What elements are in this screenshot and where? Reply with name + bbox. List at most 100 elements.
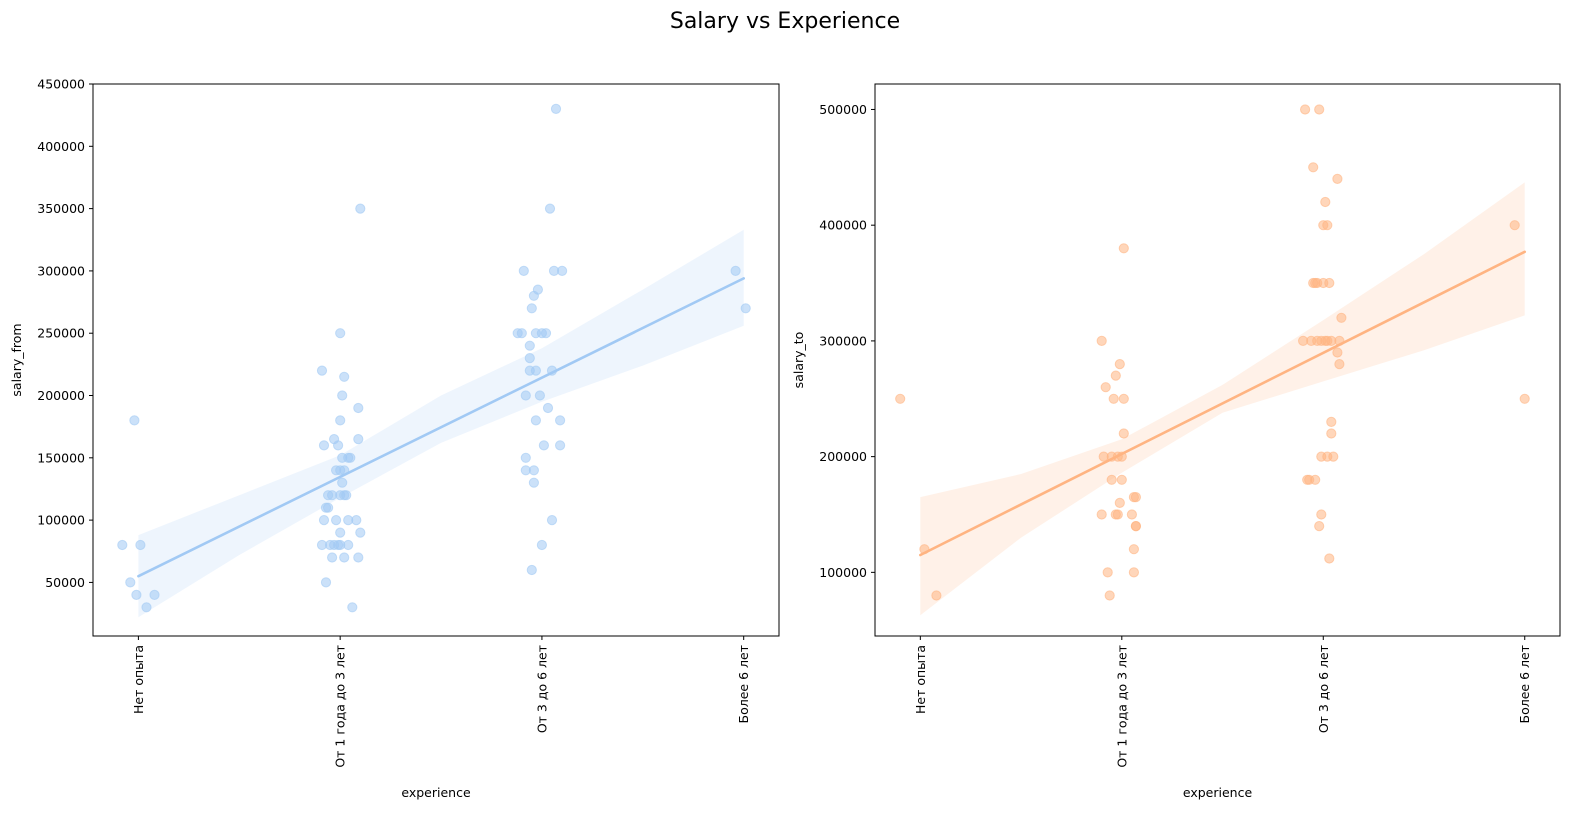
- y-tick-label: 100000: [819, 565, 867, 580]
- data-point: [117, 539, 128, 551]
- data-point: [1112, 509, 1123, 520]
- data-point: [149, 589, 160, 601]
- data-point: [520, 390, 531, 401]
- x-tick-label: От 3 до 6 лет: [534, 645, 549, 733]
- data-point: [337, 477, 348, 488]
- data-point: [526, 564, 537, 576]
- data-point: [1314, 521, 1325, 532]
- data-point: [335, 527, 346, 538]
- data-point: [524, 353, 535, 364]
- y-tick-label: 400000: [37, 139, 85, 154]
- data-point: [318, 440, 330, 451]
- data-point: [1114, 497, 1125, 508]
- data-point: [1096, 509, 1107, 520]
- data-point: [536, 539, 548, 551]
- data-point: [555, 415, 566, 426]
- y-tick-label: 200000: [37, 388, 85, 403]
- data-point: [316, 365, 328, 376]
- data-point: [538, 440, 550, 451]
- data-point: [534, 390, 546, 401]
- subplot-salary-from: 50000 100000 150000 200000 250000 300000 35000…: [9, 77, 780, 800]
- y-tick-label: 100000: [37, 513, 85, 528]
- data-point: [895, 393, 906, 404]
- axes-frame: [92, 83, 780, 637]
- data-point: [1100, 382, 1111, 393]
- y-tick-label: 250000: [37, 326, 85, 341]
- data-point: [335, 415, 346, 426]
- data-point: [555, 440, 566, 451]
- y-tick-label: 300000: [819, 333, 867, 348]
- subplot-salary-to: 100000 200000 300000 400000 500000 Нет опыта О…: [791, 83, 1561, 800]
- x-tick-label: От 1 года до 3 лет: [333, 645, 348, 768]
- data-point: [1326, 416, 1337, 427]
- data-point: [540, 328, 552, 339]
- data-point: [323, 502, 334, 513]
- data-point: [141, 602, 152, 613]
- data-point: [544, 203, 556, 214]
- data-point: [1326, 428, 1337, 439]
- data-point: [520, 452, 531, 463]
- regression-line: [137, 277, 745, 578]
- y-tick-label: 450000: [37, 77, 85, 92]
- figure-title: Salary vs Experience: [670, 9, 900, 34]
- x-tick-label: Более 6 лет: [1517, 645, 1532, 723]
- data-point: [339, 371, 350, 382]
- data-point: [1509, 220, 1520, 231]
- y-tick-label: 50000: [45, 575, 85, 590]
- data-point: [518, 265, 529, 276]
- data-point: [1102, 567, 1113, 578]
- data-point: [730, 265, 741, 276]
- confidence-band: [138, 229, 744, 618]
- x-tick-label: Нет опыта: [913, 645, 928, 714]
- data-point: [1118, 393, 1129, 404]
- data-point: [131, 589, 142, 601]
- x-axis-label: experience: [401, 785, 471, 800]
- data-point: [351, 515, 362, 526]
- data-point: [345, 452, 356, 463]
- data-point: [526, 303, 537, 314]
- y-tick-label: 300000: [37, 263, 85, 278]
- data-point: [343, 539, 354, 551]
- data-point: [1108, 393, 1119, 404]
- data-point: [1310, 474, 1321, 485]
- data-point: [542, 402, 554, 414]
- data-point: [353, 434, 364, 445]
- data-point: [1130, 492, 1142, 503]
- y-tick-label: 150000: [37, 450, 85, 465]
- data-point: [546, 515, 558, 526]
- data-point: [327, 552, 338, 563]
- data-point: [339, 552, 350, 563]
- data-point: [337, 390, 348, 401]
- x-tick-label: От 3 до 6 лет: [1316, 645, 1331, 733]
- data-point: [1324, 277, 1335, 289]
- data-point: [355, 203, 366, 214]
- data-point: [320, 577, 332, 588]
- data-point: [740, 303, 751, 314]
- data-point: [1130, 521, 1142, 532]
- data-point: [1128, 544, 1140, 555]
- data-point: [1110, 370, 1121, 381]
- axes-frame: [874, 83, 1561, 637]
- data-point: [1118, 243, 1129, 254]
- data-point: [1332, 347, 1343, 358]
- data-point: [1096, 335, 1107, 346]
- x-tick-label: Нет опыта: [131, 645, 146, 714]
- data-point: [1118, 428, 1129, 439]
- data-point: [353, 402, 364, 414]
- data-point: [129, 415, 140, 426]
- data-point: [1104, 590, 1115, 601]
- data-point: [530, 365, 542, 376]
- data-point: [528, 465, 540, 476]
- y-tick-label: 200000: [819, 449, 867, 464]
- data-point: [524, 340, 535, 351]
- data-point: [355, 527, 366, 538]
- data-point: [318, 515, 330, 526]
- data-point: [1116, 474, 1127, 485]
- data-point: [516, 328, 527, 339]
- data-point: [1336, 312, 1347, 323]
- data-point: [1126, 509, 1138, 520]
- data-point: [1300, 104, 1311, 115]
- data-point: [1128, 567, 1140, 578]
- y-axis-label: salary_to: [791, 332, 806, 389]
